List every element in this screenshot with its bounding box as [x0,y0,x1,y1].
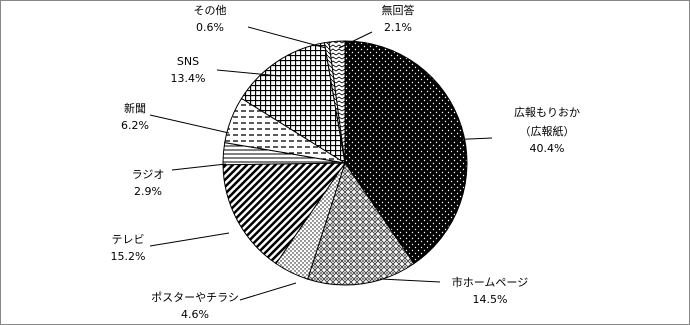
pie-slice [306,161,415,286]
pie-slice [240,42,346,165]
leader-line [216,69,281,77]
slice-label: ポスターやチラシ [151,291,239,304]
pie-slice [328,40,346,164]
value-label: 40.4% [530,142,565,155]
value-label: 14.5% [473,293,508,306]
leader-line [445,137,493,141]
leader-line [149,232,230,247]
slice-label: ラジオ [132,168,165,181]
slice-label: その他 [194,4,227,17]
leader-line [239,282,297,301]
slice-label: テレビ [112,233,145,246]
value-label: 2.1% [384,21,412,34]
slice-label: 広報もりおか（広報紙） [514,106,580,138]
value-label: 2.9% [134,185,162,198]
slice-label: 市ホームページ [452,275,528,289]
value-label: 6.2% [121,119,149,132]
pie-slice [222,162,346,265]
value-label: 4.6% [181,308,209,321]
leader-line [338,31,373,49]
leader-line [149,114,230,134]
value-label: 0.6% [196,21,224,34]
pie-slice [344,40,468,265]
slice-label: SNS [177,55,199,68]
leader-line [379,278,441,283]
value-label: 15.2% [111,250,146,263]
leader-line [171,163,227,171]
leader-line [247,26,327,49]
slice-label: 新聞 [124,101,146,115]
slice-label: 無回答 [382,3,415,17]
value-label: 13.4% [171,72,206,85]
